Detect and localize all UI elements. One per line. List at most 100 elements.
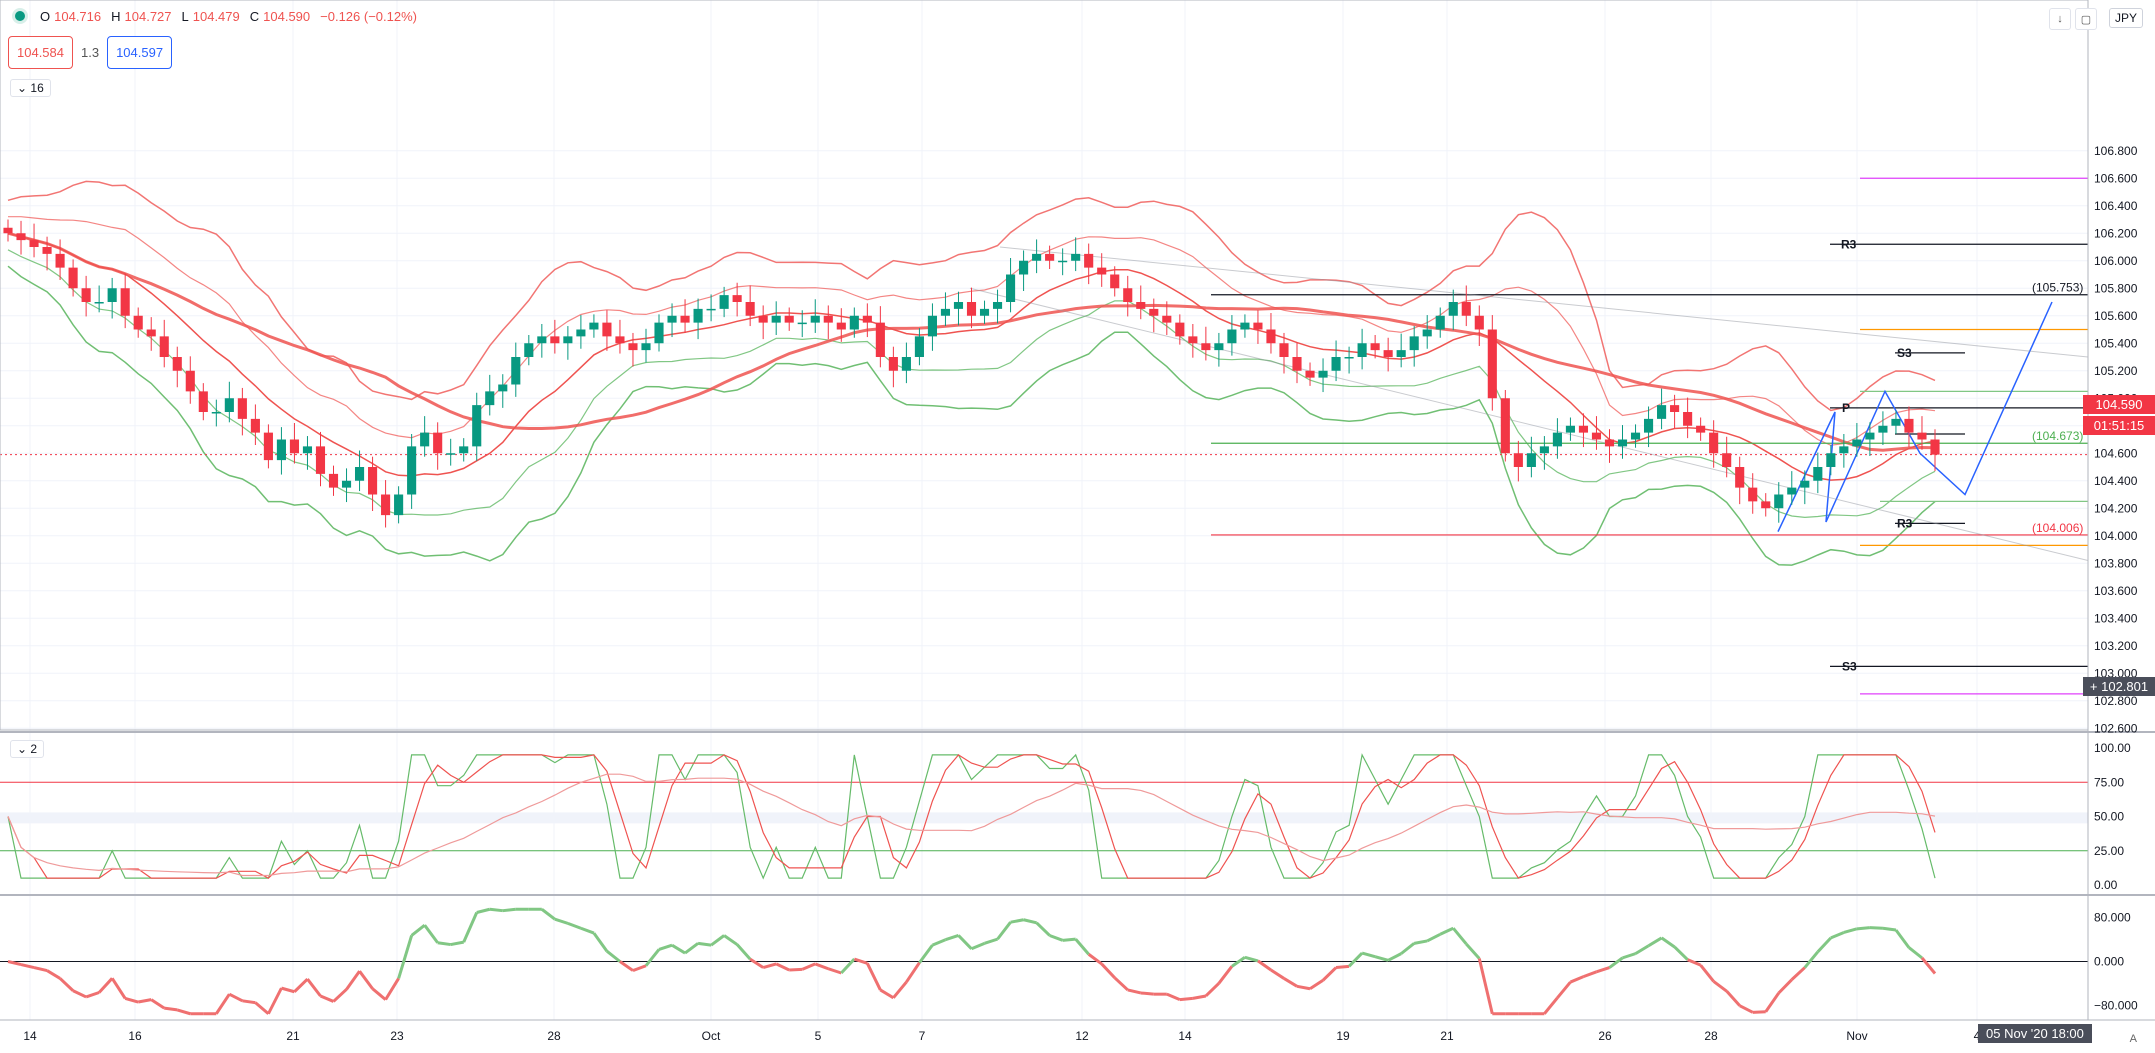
candle-body <box>862 315 872 323</box>
osc-segment <box>865 962 882 991</box>
candle-body <box>1253 322 1263 330</box>
candle-body <box>1722 453 1732 467</box>
osc-segment <box>644 948 661 967</box>
stoch-band <box>0 812 2088 824</box>
candle-body <box>1657 405 1667 419</box>
osc-segment <box>606 950 621 963</box>
candle-body <box>524 343 534 357</box>
candle-body <box>146 329 156 337</box>
time-tick-label: 5 <box>815 1029 822 1043</box>
candle-body <box>237 398 247 419</box>
candle-body <box>940 308 951 316</box>
candle-body <box>1591 432 1602 440</box>
candle-body <box>1696 425 1706 433</box>
price-tick-label: 105.200 <box>2094 364 2138 378</box>
osc-segment <box>789 967 803 972</box>
osc-segment <box>801 962 816 971</box>
osc-segment <box>580 926 595 935</box>
price-tick-label: 105.600 <box>2094 309 2138 323</box>
osc-segment <box>892 981 908 999</box>
osc-segment <box>1830 931 1845 940</box>
pivot-label: S3 <box>1842 659 1857 673</box>
pivot-label: S3 <box>1897 346 1912 360</box>
candle-body <box>1748 487 1758 502</box>
candle-body <box>1539 446 1549 454</box>
high-label: H <box>111 8 121 24</box>
osc-segment <box>267 987 283 1015</box>
candle-body <box>693 308 703 323</box>
osc-segment <box>1777 978 1793 995</box>
candle-body <box>615 336 625 344</box>
price-tick-label: 105.800 <box>2094 281 2138 295</box>
candle-body <box>485 391 495 406</box>
main-pane-border <box>0 0 2089 731</box>
candle-body <box>1683 412 1693 426</box>
osc-segment <box>619 960 634 972</box>
candle-body <box>1487 329 1497 399</box>
osc-segment <box>423 924 439 944</box>
candle-body <box>1461 302 1471 316</box>
osc-segment <box>853 957 868 965</box>
osc-segment <box>1426 932 1441 943</box>
osc-segment <box>1049 934 1064 942</box>
time-tick-label: 28 <box>1704 1029 1718 1043</box>
osc-segment <box>1087 953 1103 966</box>
osc-tick-label: 0.000 <box>2094 955 2124 969</box>
osc-segment <box>1908 946 1923 960</box>
auto-scale-button[interactable]: A <box>2129 1033 2137 1045</box>
osc-segment <box>931 938 947 947</box>
candle-body <box>784 315 794 323</box>
candle-body <box>810 315 820 323</box>
osc-segment <box>371 987 387 1001</box>
candle-body <box>1266 329 1276 344</box>
osc-segment <box>1869 926 1883 930</box>
osc-segment <box>592 932 609 953</box>
close-label: C <box>249 8 260 24</box>
osc-segment <box>1010 918 1024 924</box>
stoch-tick-label: 25.00 <box>2094 844 2124 858</box>
sell-button[interactable]: 104.584 <box>8 36 73 69</box>
candle-body <box>16 233 26 241</box>
buy-button[interactable]: 104.597 <box>107 36 173 69</box>
osc-segment <box>1113 976 1129 992</box>
osc-segment <box>1582 970 1597 979</box>
oscillator-pane <box>0 907 2088 1016</box>
grid <box>0 0 2088 1020</box>
candle-body <box>446 453 456 455</box>
osc-segment <box>1204 982 1220 998</box>
osc-segment <box>1035 921 1051 937</box>
candle-body <box>745 302 755 316</box>
osc-segment <box>110 977 127 1000</box>
stoch-indicator-count: 2 <box>30 742 38 756</box>
time-tick-label: 14 <box>1178 1029 1192 1043</box>
osc-segment <box>1062 937 1076 942</box>
candle-body <box>1344 357 1354 359</box>
time-tick-label: 28 <box>547 1029 561 1043</box>
candle-body <box>1604 439 1615 447</box>
osc-segment <box>7 960 22 966</box>
osc-segment <box>1179 996 1193 1002</box>
stoch-collapse-button[interactable]: ⌄ 2 <box>10 740 45 758</box>
time-tick-label: 21 <box>286 1029 300 1043</box>
candle-body <box>537 336 547 344</box>
time-tick-label: 21 <box>1440 1029 1454 1043</box>
osc-segment <box>658 943 673 951</box>
osc-segment <box>1231 956 1246 968</box>
channel-line <box>969 287 2089 561</box>
osc-segment <box>358 970 374 990</box>
osc-segment <box>814 962 829 971</box>
candle-body <box>1565 425 1575 433</box>
candle-body <box>1578 425 1589 433</box>
candle-body <box>1774 494 1784 509</box>
maximize-icon[interactable]: ▢ <box>2075 8 2097 30</box>
spread-value: 1.3 <box>81 45 100 60</box>
indicators-collapse-button[interactable]: ⌄ 16 <box>10 79 51 97</box>
osc-segment <box>1712 980 1728 993</box>
candle-body <box>1149 308 1159 316</box>
osc-segment <box>450 940 464 947</box>
candle-body <box>1813 467 1823 481</box>
time-tick-label: 7 <box>919 1029 926 1043</box>
currency-button[interactable]: JPY <box>2108 8 2143 28</box>
arrow-down-icon[interactable]: ↓ <box>2049 8 2071 30</box>
